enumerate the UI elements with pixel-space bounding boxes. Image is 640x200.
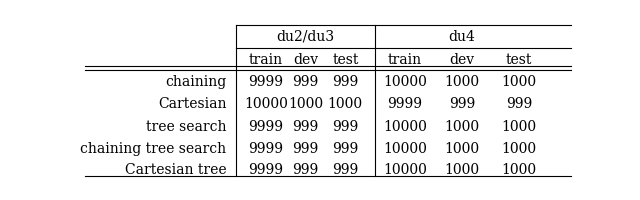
Text: 999: 999 <box>292 119 319 133</box>
Text: du4: du4 <box>449 29 476 43</box>
Text: 999: 999 <box>292 74 319 88</box>
Text: 1000: 1000 <box>444 119 479 133</box>
Text: 999: 999 <box>292 163 319 176</box>
Text: 10000: 10000 <box>383 163 427 176</box>
Text: Cartesian: Cartesian <box>158 97 227 111</box>
Text: 999: 999 <box>332 119 358 133</box>
Text: 1000: 1000 <box>444 141 479 155</box>
Text: du2/du3: du2/du3 <box>276 29 335 43</box>
Text: 999: 999 <box>332 163 358 176</box>
Text: 999: 999 <box>506 97 532 111</box>
Text: 1000: 1000 <box>501 74 536 88</box>
Text: 999: 999 <box>332 141 358 155</box>
Text: dev: dev <box>449 52 474 66</box>
Text: 9999: 9999 <box>248 141 284 155</box>
Text: 9999: 9999 <box>387 97 422 111</box>
Text: 1000: 1000 <box>444 74 479 88</box>
Text: 9999: 9999 <box>248 163 284 176</box>
Text: 1000: 1000 <box>501 141 536 155</box>
Text: chaining: chaining <box>165 74 227 88</box>
Text: 10000: 10000 <box>383 141 427 155</box>
Text: train: train <box>249 52 283 66</box>
Text: 10000: 10000 <box>383 119 427 133</box>
Text: 999: 999 <box>292 141 319 155</box>
Text: 999: 999 <box>332 74 358 88</box>
Text: dev: dev <box>293 52 318 66</box>
Text: 1000: 1000 <box>288 97 323 111</box>
Text: 1000: 1000 <box>328 97 363 111</box>
Text: Cartesian tree: Cartesian tree <box>125 163 227 176</box>
Text: 1000: 1000 <box>501 163 536 176</box>
Text: 999: 999 <box>449 97 475 111</box>
Text: 1000: 1000 <box>501 119 536 133</box>
Text: chaining tree search: chaining tree search <box>80 141 227 155</box>
Text: 9999: 9999 <box>248 119 284 133</box>
Text: train: train <box>388 52 422 66</box>
Text: 10000: 10000 <box>383 74 427 88</box>
Text: tree search: tree search <box>146 119 227 133</box>
Text: 10000: 10000 <box>244 97 288 111</box>
Text: 9999: 9999 <box>248 74 284 88</box>
Text: 1000: 1000 <box>444 163 479 176</box>
Text: test: test <box>506 52 532 66</box>
Text: test: test <box>332 52 358 66</box>
